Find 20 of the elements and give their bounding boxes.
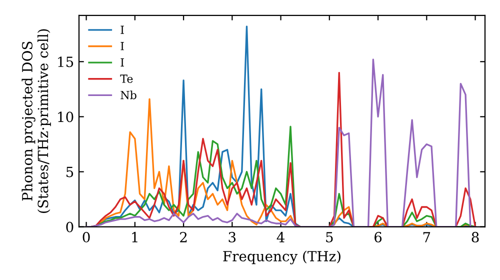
x-tick-label: 1 — [132, 232, 138, 242]
y-tick-label: 15 — [58, 56, 74, 68]
legend-label: Nb — [120, 90, 136, 100]
y-tick-label: 10 — [58, 112, 74, 122]
legend-label: I — [120, 42, 124, 50]
y-tick-label: 5 — [66, 166, 74, 178]
x-tick-label: 7 — [423, 232, 430, 242]
x-tick-label: 3 — [228, 232, 236, 242]
y-tick-label: 0 — [66, 222, 74, 232]
x-tick-label: 0 — [82, 232, 90, 242]
x-tick-label: 6 — [374, 232, 382, 242]
y-axis-title: Phonon projected DOS (States/THz·primitive cell) — [22, 29, 51, 213]
x-tick-label: 2 — [180, 232, 187, 242]
legend-label: Te — [120, 74, 133, 83]
x-tick-label: 4 — [276, 232, 285, 242]
legend-label: I — [120, 58, 124, 66]
legend-label: I — [120, 26, 124, 34]
x-tick-label: 5 — [326, 232, 333, 242]
x-tick-label: 8 — [472, 232, 479, 242]
x-axis-title: Frequency (THz) — [223, 250, 340, 264]
